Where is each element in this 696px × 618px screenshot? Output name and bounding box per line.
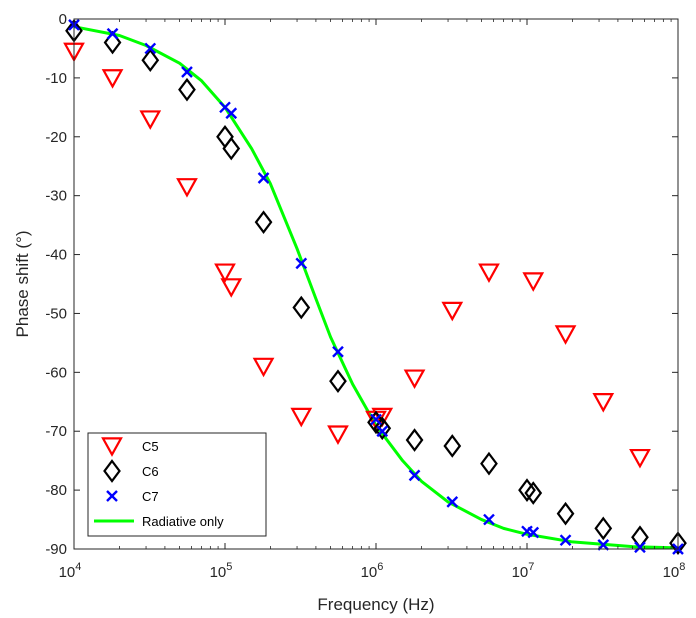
data-point-c6 (405, 428, 424, 452)
data-point-c5 (176, 178, 198, 198)
x-tick-label: 107 (512, 561, 535, 581)
legend-label: C5 (142, 439, 159, 454)
data-point-c7 (376, 425, 389, 438)
x-tick-label: 108 (663, 561, 686, 581)
data-point-c7 (597, 539, 610, 551)
y-tick-label: -70 (45, 423, 67, 440)
y-tick-label: -50 (45, 305, 67, 322)
x-tick-label: 105 (210, 561, 233, 581)
data-point-c6 (254, 210, 273, 235)
legend-swatch-c6 (103, 459, 121, 483)
series-line-radiative-only (73, 25, 679, 550)
data-point-c7 (144, 42, 157, 55)
data-point-c6 (480, 451, 498, 476)
data-point-c7 (106, 27, 119, 40)
data-point-c7 (634, 541, 646, 554)
data-point-c5 (403, 369, 426, 390)
data-point-c7 (295, 257, 308, 270)
data-point-c5 (522, 272, 545, 292)
data-point-c5 (441, 301, 464, 322)
data-point-c7 (257, 172, 270, 184)
data-point-c6 (443, 434, 462, 458)
series-c6 (65, 18, 687, 555)
data-point-c5 (592, 393, 615, 413)
data-point-c7 (225, 107, 238, 120)
legend-swatch-c5 (101, 437, 123, 457)
y-tick-label: -40 (45, 247, 67, 264)
data-point-c6 (222, 136, 241, 161)
legend-label: Radiative only (142, 514, 224, 529)
data-point-c7 (181, 66, 193, 78)
data-point-c5 (478, 263, 500, 284)
data-point-c7 (483, 513, 495, 526)
data-point-c6 (178, 77, 196, 102)
legend-label: C7 (142, 489, 159, 504)
data-point-c6 (141, 48, 160, 73)
data-point-c5 (220, 278, 243, 298)
data-point-c6 (518, 478, 536, 502)
y-tick-label: 0 (59, 11, 67, 28)
legend-label: C6 (142, 464, 159, 479)
ticks-layer: 0 -10 -20 -30 -40 -50 -60 -70 -80 -90 104 105 106 107… (45, 11, 685, 581)
data-point-c5 (629, 448, 651, 469)
y-tick-label: -60 (45, 364, 67, 381)
x-tick-label: 106 (361, 561, 384, 581)
data-point-c6 (524, 481, 543, 505)
data-point-c6 (556, 501, 575, 526)
data-point-c6 (594, 516, 613, 541)
data-point-c5 (252, 357, 275, 378)
data-point-c6 (373, 416, 392, 441)
data-point-c5 (214, 263, 236, 284)
series-c7 (68, 19, 684, 555)
legend-swatch-c7 (106, 490, 118, 502)
data-point-c7 (332, 345, 344, 358)
data-point-c5 (101, 69, 124, 89)
data-point-c7 (527, 526, 540, 539)
data-point-c7 (408, 469, 421, 482)
series-layer (63, 18, 687, 555)
y-tick-label: -90 (45, 541, 67, 558)
data-point-c7 (370, 413, 382, 426)
y-axis-title: Phase shift (°) (13, 231, 32, 338)
x-axis-title: Frequency (Hz) (317, 595, 434, 614)
data-point-c5 (290, 407, 313, 428)
data-point-c6 (669, 531, 687, 555)
data-point-c5 (327, 425, 349, 445)
data-point-c7 (446, 496, 459, 508)
data-point-c7 (559, 534, 572, 547)
x-tick-label: 104 (59, 561, 82, 581)
legend: C5 C6 C7 Radiative only (87, 432, 267, 537)
y-tick-label: -80 (45, 482, 67, 499)
data-point-c5 (139, 110, 162, 130)
data-point-c6 (292, 295, 311, 320)
y-tick-label: -10 (45, 70, 67, 87)
y-tick-label: -30 (45, 188, 67, 205)
y-tick-label: -20 (45, 129, 67, 146)
data-point-c6 (103, 30, 122, 55)
data-point-c5 (554, 325, 577, 345)
legend-box (87, 432, 267, 537)
data-point-c6 (329, 369, 347, 393)
